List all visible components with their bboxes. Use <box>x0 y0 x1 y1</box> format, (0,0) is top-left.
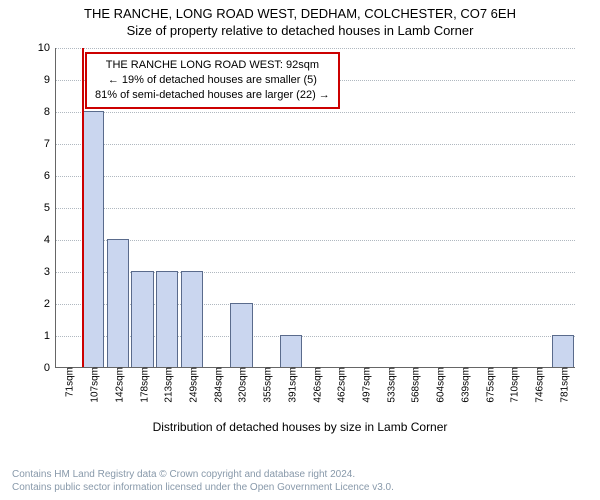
y-tick-label: 10 <box>38 42 56 54</box>
chart-title-block: THE RANCHE, LONG ROAD WEST, DEDHAM, COLC… <box>0 0 600 40</box>
x-tick-label: 213sqm <box>160 367 175 403</box>
y-tick-label: 1 <box>44 330 56 342</box>
bar-slot: 71sqm <box>56 48 81 367</box>
bar <box>280 335 302 367</box>
x-tick-label: 781sqm <box>555 367 570 403</box>
y-tick-label: 2 <box>44 298 56 310</box>
x-tick-label: 604sqm <box>432 367 447 403</box>
x-tick-label: 284sqm <box>209 367 224 403</box>
info-box: THE RANCHE LONG ROAD WEST: 92sqm← 19% of… <box>85 52 340 109</box>
x-tick-label: 462sqm <box>333 367 348 403</box>
x-tick-label: 391sqm <box>283 367 298 403</box>
footer-attribution: Contains HM Land Registry data © Crown c… <box>12 468 394 494</box>
x-tick-label: 426sqm <box>308 367 323 403</box>
x-tick-label: 497sqm <box>357 367 372 403</box>
bar <box>82 111 104 367</box>
chart-title-line2: Size of property relative to detached ho… <box>0 23 600 40</box>
y-tick-label: 9 <box>44 74 56 86</box>
y-tick-label: 5 <box>44 202 56 214</box>
x-tick-label: 355sqm <box>259 367 274 403</box>
bar <box>131 271 153 367</box>
info-box-line: THE RANCHE LONG ROAD WEST: 92sqm <box>95 58 330 73</box>
bar-slot: 746sqm <box>526 48 551 367</box>
footer-line2: Contains public sector information licen… <box>12 481 394 494</box>
footer-line1: Contains HM Land Registry data © Crown c… <box>12 468 394 481</box>
x-tick-label: 639sqm <box>456 367 471 403</box>
bar-slot: 497sqm <box>353 48 378 367</box>
bar <box>181 271 203 367</box>
bar-slot: 639sqm <box>452 48 477 367</box>
bar-slot: 710sqm <box>501 48 526 367</box>
x-tick-label: 568sqm <box>407 367 422 403</box>
x-tick-label: 249sqm <box>184 367 199 403</box>
bar <box>552 335 574 367</box>
x-tick-label: 746sqm <box>531 367 546 403</box>
x-tick-label: 71sqm <box>61 367 76 397</box>
bar-slot: 568sqm <box>402 48 427 367</box>
x-tick-label: 142sqm <box>110 367 125 403</box>
info-box-line: 81% of semi-detached houses are larger (… <box>95 88 330 103</box>
y-tick-label: 6 <box>44 170 56 182</box>
y-tick-label: 3 <box>44 266 56 278</box>
bar <box>107 239 129 367</box>
x-tick-label: 533sqm <box>382 367 397 403</box>
x-tick-label: 710sqm <box>506 367 521 403</box>
y-tick-label: 0 <box>44 362 56 374</box>
bar <box>230 303 252 367</box>
x-tick-label: 320sqm <box>234 367 249 403</box>
bar-slot: 675sqm <box>476 48 501 367</box>
y-tick-label: 7 <box>44 138 56 150</box>
info-box-line: ← 19% of detached houses are smaller (5) <box>95 73 330 88</box>
marker-line <box>82 48 84 367</box>
x-tick-label: 675sqm <box>481 367 496 403</box>
y-tick-label: 4 <box>44 234 56 246</box>
chart-title-line1: THE RANCHE, LONG ROAD WEST, DEDHAM, COLC… <box>0 6 600 23</box>
x-axis-label: Distribution of detached houses by size … <box>0 420 600 434</box>
bar-slot: 604sqm <box>427 48 452 367</box>
y-tick-label: 8 <box>44 106 56 118</box>
x-tick-label: 178sqm <box>135 367 150 403</box>
bar <box>156 271 178 367</box>
bar-slot: 781sqm <box>550 48 575 367</box>
x-tick-label: 107sqm <box>86 367 101 403</box>
bar-slot: 533sqm <box>377 48 402 367</box>
